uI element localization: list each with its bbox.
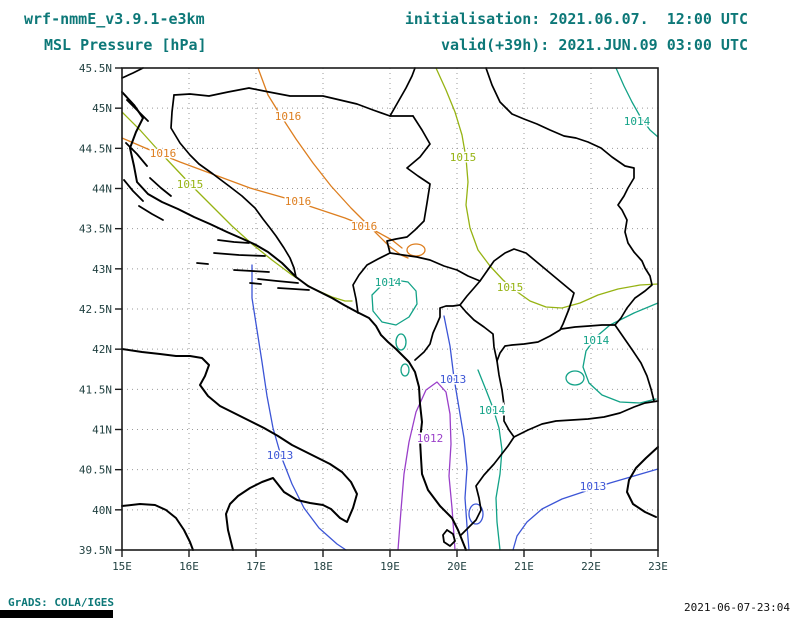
contour-value-label: 1015	[497, 281, 524, 294]
contour-1012	[397, 381, 456, 551]
lon-label: 23E	[648, 560, 668, 573]
peljesac-peninsula	[257, 278, 299, 284]
island-hvar	[213, 252, 266, 257]
contour-1015	[121, 111, 353, 302]
border-bosnia-west	[170, 94, 297, 278]
valid-time: valid(+39h): 2021.JUN.09 03:00 UTC	[440, 36, 748, 54]
lat-label: 39.5N	[79, 544, 112, 557]
adriatic-east-coast	[121, 91, 467, 551]
border-slovenia-croatia	[121, 67, 144, 79]
contour-value-label: 1013	[440, 373, 467, 386]
border-montenegro-serbia	[389, 252, 481, 282]
border-kosovo-macedonia	[560, 324, 616, 330]
lat-label: 45.5N	[79, 62, 112, 75]
contour-value-label: 1014	[479, 404, 506, 417]
lat-label: 42N	[92, 343, 112, 356]
contour-1016	[121, 137, 403, 249]
contour-value-label: 1016	[351, 220, 378, 233]
contour-value-label: 1016	[150, 147, 177, 160]
contour-value-label: 1015	[450, 151, 477, 164]
island-krk	[126, 99, 149, 122]
contour-value-label: 1012	[417, 432, 444, 445]
lat-label: 45N	[92, 102, 112, 115]
lat-label: 42.5N	[79, 303, 112, 316]
corfu-island	[442, 529, 456, 547]
island-dugi-otok	[123, 179, 144, 202]
contour-ellipse-1013	[468, 503, 484, 525]
lat-label: 40N	[92, 504, 112, 517]
contour-value-label: 1014	[624, 115, 651, 128]
border-bosnia-north	[173, 87, 414, 117]
time-block: initialisation: 2021.06.07. 12:00 UTC va…	[405, 6, 748, 58]
contour-ellipse-1016	[406, 243, 426, 257]
border-macedonia-greece	[513, 400, 659, 438]
contour-value-label: 1014	[375, 276, 402, 289]
border-albania-macedonia	[496, 360, 515, 438]
model-name: wrf-nmmE_v3.9.1-e3km	[24, 10, 205, 28]
island-brac	[217, 239, 250, 244]
contour-1013	[443, 315, 470, 551]
italy-adriatic-coast	[121, 348, 358, 551]
lat-label: 40.5N	[79, 464, 112, 477]
contour-1014	[371, 279, 418, 326]
contour-ellipse-1014	[565, 370, 585, 386]
island-vis	[196, 262, 209, 265]
lat-label: 43.5N	[79, 223, 112, 236]
italy-southwest-coast	[121, 503, 194, 551]
island-mljet	[277, 287, 310, 291]
border-croatia-serbia	[389, 67, 416, 117]
lon-label: 17E	[246, 560, 266, 573]
contour-1015	[435, 67, 659, 309]
island-korcula	[233, 269, 270, 273]
contour-value-label: 1016	[285, 195, 312, 208]
border-macedonia-bulgaria	[614, 324, 655, 402]
border-bosnia-montenegro	[352, 252, 391, 314]
lat-label: 44N	[92, 183, 112, 196]
contour-1013	[251, 264, 347, 551]
lat-label: 41N	[92, 424, 112, 437]
lon-label: 19E	[380, 560, 400, 573]
lat-label: 43N	[92, 263, 112, 276]
creation-timestamp: 2021-06-07-23:04	[684, 601, 790, 614]
contour-value-label: 1015	[177, 178, 204, 191]
contour-value-label: 1016	[275, 110, 302, 123]
lon-label: 20E	[447, 560, 467, 573]
map-frame	[121, 67, 659, 551]
contour-1014	[615, 67, 659, 138]
border-montenegro-albania	[414, 304, 461, 361]
lat-label: 41.5N	[79, 383, 112, 396]
contour-ellipse-1014	[395, 333, 407, 351]
island-pag	[125, 142, 148, 167]
bottom-black-bar	[0, 610, 113, 618]
border-serbia-bulgaria-romania	[485, 67, 653, 326]
init-time: initialisation: 2021.06.07. 12:00 UTC	[404, 10, 748, 28]
lon-label: 16E	[179, 560, 199, 573]
border-albania-greece	[460, 436, 515, 536]
border-kosovo	[459, 248, 575, 362]
lat-label: 44.5N	[79, 142, 112, 155]
contour-value-label: 1014	[583, 334, 610, 347]
island-lastovo	[249, 282, 262, 285]
grads-credit: GrADS: COLA/IGES	[8, 596, 114, 609]
contour-1013	[512, 468, 659, 551]
lon-label: 18E	[313, 560, 333, 573]
contour-1014	[477, 369, 503, 551]
border-bosnia-east	[386, 115, 431, 254]
title-block: wrf-nmmE_v3.9.1-e3km MSL Pressure [hPa]	[24, 6, 207, 58]
island-ugljan	[149, 177, 172, 197]
field-name: MSL Pressure [hPa]	[44, 36, 207, 54]
contour-1016	[257, 67, 409, 259]
contour-value-label: 1013	[580, 480, 607, 493]
lon-label: 22E	[581, 560, 601, 573]
contour-ellipse-1014	[400, 363, 410, 377]
lon-label: 21E	[514, 560, 534, 573]
contour-value-label: 1013	[267, 449, 294, 462]
lon-label: 15E	[112, 560, 132, 573]
island-kornati	[138, 205, 164, 221]
greece-aegean-coast	[626, 446, 659, 518]
